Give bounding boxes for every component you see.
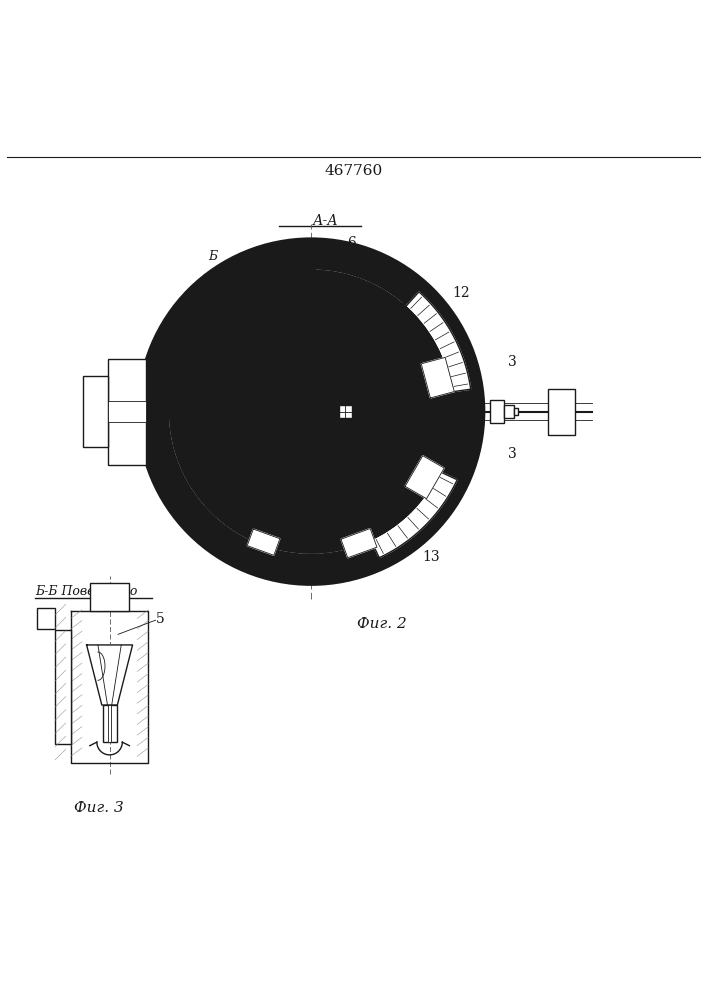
Polygon shape — [170, 416, 261, 540]
Circle shape — [304, 405, 318, 419]
Bar — [504, 405, 514, 418]
Bar — [548, 389, 575, 435]
Bar — [108, 401, 146, 422]
Circle shape — [138, 238, 484, 585]
Text: 467760: 467760 — [325, 164, 382, 178]
Polygon shape — [341, 529, 377, 558]
Circle shape — [259, 288, 265, 294]
Bar — [55, 630, 71, 744]
Circle shape — [170, 270, 452, 553]
Bar — [103, 705, 117, 742]
Text: x: x — [465, 464, 471, 474]
Text: 5: 5 — [156, 612, 165, 626]
Text: 3: 3 — [508, 355, 517, 369]
Text: 6: 6 — [347, 236, 356, 250]
Polygon shape — [405, 456, 444, 499]
Bar — [490, 400, 504, 423]
Bar — [37, 608, 55, 629]
Bar — [90, 583, 129, 611]
Text: Фиг. 2: Фиг. 2 — [357, 617, 407, 631]
Circle shape — [258, 359, 364, 465]
Text: Б: Б — [322, 353, 331, 363]
Polygon shape — [192, 401, 311, 530]
Polygon shape — [263, 496, 411, 553]
Bar — [339, 405, 352, 418]
Bar — [514, 408, 518, 415]
Text: 3: 3 — [508, 447, 517, 461]
Circle shape — [308, 409, 314, 414]
Polygon shape — [315, 270, 402, 321]
Text: +: + — [306, 239, 316, 249]
Text: x: x — [151, 349, 157, 359]
Circle shape — [256, 285, 269, 297]
Text: 12: 12 — [452, 286, 470, 300]
Bar — [108, 359, 146, 465]
Text: Б: Б — [209, 250, 218, 263]
Polygon shape — [247, 529, 280, 555]
Bar — [83, 376, 108, 447]
Text: +: + — [306, 574, 316, 584]
Text: Б-Б Повернуто: Б-Б Повернуто — [35, 585, 138, 598]
Text: 13: 13 — [422, 550, 440, 564]
Text: Фиг. 3: Фиг. 3 — [74, 801, 124, 815]
Circle shape — [150, 250, 472, 573]
Polygon shape — [406, 292, 471, 392]
Text: x: x — [163, 490, 169, 500]
Polygon shape — [192, 293, 429, 530]
Text: 9: 9 — [105, 390, 114, 404]
Circle shape — [235, 335, 387, 488]
Bar — [108, 705, 111, 742]
Polygon shape — [193, 293, 311, 403]
Circle shape — [212, 313, 410, 511]
Polygon shape — [86, 645, 132, 705]
Polygon shape — [71, 611, 148, 763]
Polygon shape — [371, 471, 457, 558]
Text: x: x — [453, 323, 459, 333]
Polygon shape — [421, 357, 455, 398]
Text: А-А: А-А — [312, 214, 338, 228]
Polygon shape — [311, 420, 429, 530]
Circle shape — [247, 275, 278, 307]
